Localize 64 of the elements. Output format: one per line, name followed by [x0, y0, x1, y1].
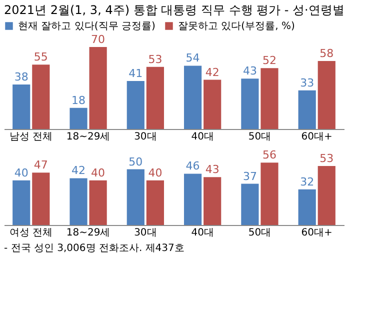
x-tick-label: 60대+	[301, 132, 332, 142]
x-tick-label: 50대	[248, 132, 272, 142]
data-label: 40	[148, 166, 162, 180]
data-label: 32	[300, 175, 314, 188]
x-tick-label: 18~29세	[66, 132, 110, 142]
data-label: 40	[14, 166, 28, 180]
data-label: 47	[34, 158, 48, 172]
data-label: 38	[14, 70, 28, 84]
text: - 전국 성인 3,006명 전화조사. 제437호	[4, 243, 184, 254]
bar	[32, 64, 50, 129]
bar	[241, 184, 259, 225]
bar	[126, 169, 144, 225]
x-tick-label: 40대	[191, 228, 214, 238]
data-label: 43	[242, 64, 257, 78]
data-label: 33	[300, 76, 314, 90]
data-label: 46	[186, 160, 200, 173]
data-label: 70	[91, 33, 106, 46]
data-label: 53	[148, 52, 162, 66]
data-label: 18	[72, 94, 86, 107]
bar	[70, 178, 88, 225]
bar	[146, 180, 164, 225]
data-label: 53	[320, 152, 334, 165]
legend-label: 현재 잘하고 있다(직무 긍정률)	[18, 21, 156, 32]
bar	[204, 80, 222, 129]
chart-title: 2021년 2월(1, 3, 4주) 통합 대통령 직무 수행 평가 - 성·연령별	[4, 3, 344, 17]
x-tick-label: 여성 전체	[10, 228, 53, 238]
x-tick-label: 40대	[191, 132, 214, 142]
bar	[298, 189, 316, 225]
data-label: 43	[205, 163, 220, 176]
data-label: 55	[34, 50, 48, 64]
data-label: 37	[242, 170, 257, 183]
bar	[12, 180, 30, 225]
x-tick-label: 남성 전체	[10, 132, 53, 142]
data-label: 54	[186, 52, 200, 65]
bar	[12, 84, 30, 129]
x-tick-label: 60대+	[301, 228, 332, 238]
data-label: 50	[128, 155, 143, 168]
bar	[32, 172, 50, 225]
bar	[241, 78, 259, 129]
data-label: 56	[262, 148, 276, 162]
bar	[126, 80, 144, 129]
bar	[89, 47, 107, 129]
data-label: 52	[262, 54, 276, 68]
bar	[184, 66, 202, 129]
bar	[204, 177, 222, 225]
bar	[146, 66, 164, 129]
data-label: 42	[205, 66, 220, 79]
data-label: 41	[128, 66, 143, 80]
legend-label: 잘못하고 있다(부정률, %)	[178, 21, 295, 32]
bar	[318, 166, 336, 225]
data-label: 58	[320, 47, 334, 60]
bar	[260, 68, 278, 129]
bar	[298, 90, 316, 129]
data-label: 40	[91, 166, 106, 180]
x-tick-label: 18~29세	[66, 228, 110, 238]
data-label: 42	[72, 164, 86, 178]
x-tick-label: 30대	[134, 228, 157, 238]
bar	[318, 61, 336, 129]
x-tick-label: 50대	[248, 228, 272, 238]
bar	[184, 174, 202, 225]
x-tick-label: 30대	[134, 132, 157, 142]
bar	[70, 108, 88, 129]
bar	[260, 162, 278, 225]
bar	[89, 180, 107, 225]
